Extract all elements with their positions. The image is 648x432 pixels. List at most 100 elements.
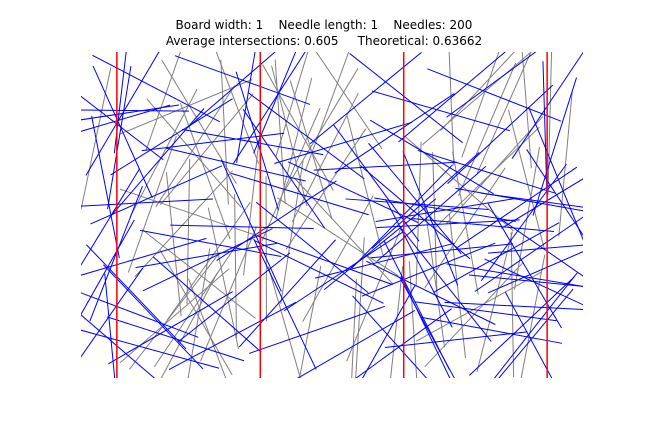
- crossing-needle: [152, 256, 262, 353]
- crossing-needle: [361, 242, 496, 297]
- needle: [285, 128, 367, 250]
- needle: [521, 52, 532, 169]
- crossing-needle: [90, 165, 223, 225]
- needle: [424, 167, 506, 289]
- crossing-needle: [81, 329, 220, 369]
- crossing-needle: [400, 228, 492, 342]
- crossing-needle: [370, 243, 514, 259]
- crossing-needle: [351, 164, 454, 269]
- crossing-needle: [313, 161, 457, 171]
- crossing-needle: [504, 291, 553, 378]
- needle: [207, 207, 240, 350]
- needle: [408, 261, 418, 378]
- crossing-needle: [109, 108, 205, 218]
- crossing-needle: [104, 273, 116, 378]
- crossing-needle: [235, 71, 279, 211]
- crossing-needle: [165, 147, 306, 182]
- crossing-needle: [254, 239, 384, 304]
- crossing-needle: [231, 172, 369, 216]
- crossing-needle: [81, 267, 144, 358]
- needle: [390, 265, 404, 378]
- crossing-needle: [220, 159, 282, 292]
- crossing-needle: [255, 201, 369, 294]
- needle: [351, 278, 357, 378]
- crossing-needle: [480, 192, 583, 208]
- needle: [160, 272, 219, 378]
- crossing-needle: [493, 272, 578, 378]
- needle: [274, 59, 286, 205]
- crossing-needle: [81, 104, 171, 132]
- needle: [119, 268, 230, 364]
- crossing-needle: [352, 295, 428, 378]
- crossing-needle: [345, 198, 489, 210]
- crossing-needle: [177, 252, 291, 343]
- crossing-needle: [487, 203, 562, 329]
- crossing-needle: [334, 93, 455, 174]
- needle: [448, 52, 455, 166]
- crossing-needle: [309, 52, 422, 145]
- crossing-needle: [414, 301, 557, 322]
- crossing-needle: [469, 276, 575, 376]
- needle: [547, 52, 553, 196]
- crossing-needle: [446, 263, 583, 287]
- crossing-needle: [420, 316, 563, 344]
- needle: [520, 254, 546, 378]
- crossing-needle: [142, 228, 273, 292]
- crossing-needle: [532, 77, 577, 216]
- chart-title-line-2: Average intersections: 0.605 Theoretical…: [165, 34, 483, 48]
- needle: [166, 201, 251, 321]
- needle: [289, 80, 333, 220]
- needle: [129, 254, 219, 370]
- needle: [186, 158, 191, 304]
- needle: [346, 115, 384, 257]
- crossing-needle: [216, 180, 337, 261]
- needle: [267, 266, 301, 378]
- crossing-needle: [384, 331, 528, 349]
- crossing-needle: [375, 197, 518, 223]
- needle: [161, 59, 237, 184]
- needle: [119, 79, 253, 135]
- non-crossing-needles: [81, 52, 573, 378]
- crossing-needle: [297, 310, 416, 378]
- needle: [291, 93, 359, 223]
- crossing-needle: [242, 108, 326, 229]
- needle: [422, 52, 532, 146]
- crossing-needle: [181, 128, 324, 156]
- crossing-needle: [501, 178, 583, 229]
- crossing-needle: [248, 92, 365, 180]
- crossing-needle: [135, 242, 278, 269]
- crossing-needle: [474, 216, 583, 292]
- crossing-needle: [283, 230, 405, 312]
- crossing-needle: [383, 240, 450, 370]
- crossing-needle: [140, 229, 282, 257]
- needle: [294, 177, 393, 285]
- crossing-needle: [385, 198, 453, 328]
- crossing-needle: [433, 222, 560, 293]
- crossing-needle: [287, 161, 419, 224]
- crossing-needle: [232, 52, 306, 165]
- needle: [153, 246, 236, 368]
- needle: [261, 107, 321, 241]
- crossing-needle: [371, 152, 480, 249]
- crossing-needle: [411, 217, 555, 233]
- crossing-needle: [81, 237, 207, 276]
- crossing-needle: [447, 84, 554, 184]
- needle: [283, 68, 359, 193]
- crossing-needle: [368, 142, 462, 255]
- crossing-needle: [444, 301, 583, 311]
- crossing-needle: [168, 301, 297, 371]
- crossing-needle: [487, 251, 583, 294]
- crossing-needle: [398, 52, 506, 143]
- crossing-needle: [402, 151, 459, 286]
- needle: [458, 62, 517, 197]
- needle: [141, 229, 256, 319]
- needle: [315, 52, 383, 149]
- crossing-needle: [446, 52, 537, 118]
- needle: [134, 170, 233, 278]
- crossing-needle: [369, 119, 494, 195]
- needle: [304, 52, 350, 172]
- needle: [145, 52, 181, 152]
- crossing-needle: [92, 65, 153, 199]
